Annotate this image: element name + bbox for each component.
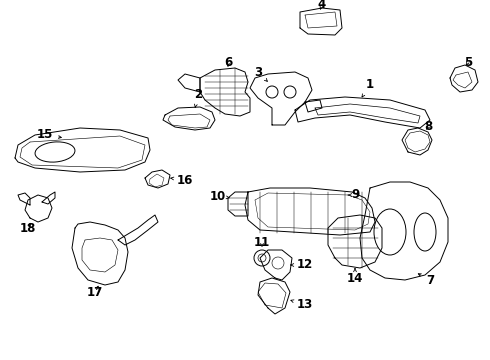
Text: 12: 12	[291, 258, 313, 271]
Text: 3: 3	[254, 66, 268, 81]
Text: 8: 8	[424, 121, 432, 134]
Text: 14: 14	[347, 269, 363, 284]
Text: 15: 15	[37, 129, 61, 141]
Text: 1: 1	[362, 78, 374, 97]
Text: 9: 9	[348, 189, 359, 202]
Text: 10: 10	[210, 189, 229, 202]
Text: 2: 2	[194, 89, 202, 107]
Text: 13: 13	[291, 298, 313, 311]
Text: 18: 18	[20, 221, 36, 234]
Text: 11: 11	[254, 235, 270, 248]
Text: 5: 5	[464, 55, 472, 68]
Text: 4: 4	[318, 0, 326, 12]
Text: 6: 6	[224, 55, 232, 68]
Text: 17: 17	[87, 285, 103, 298]
Text: 16: 16	[171, 174, 193, 186]
Text: 7: 7	[418, 274, 434, 287]
